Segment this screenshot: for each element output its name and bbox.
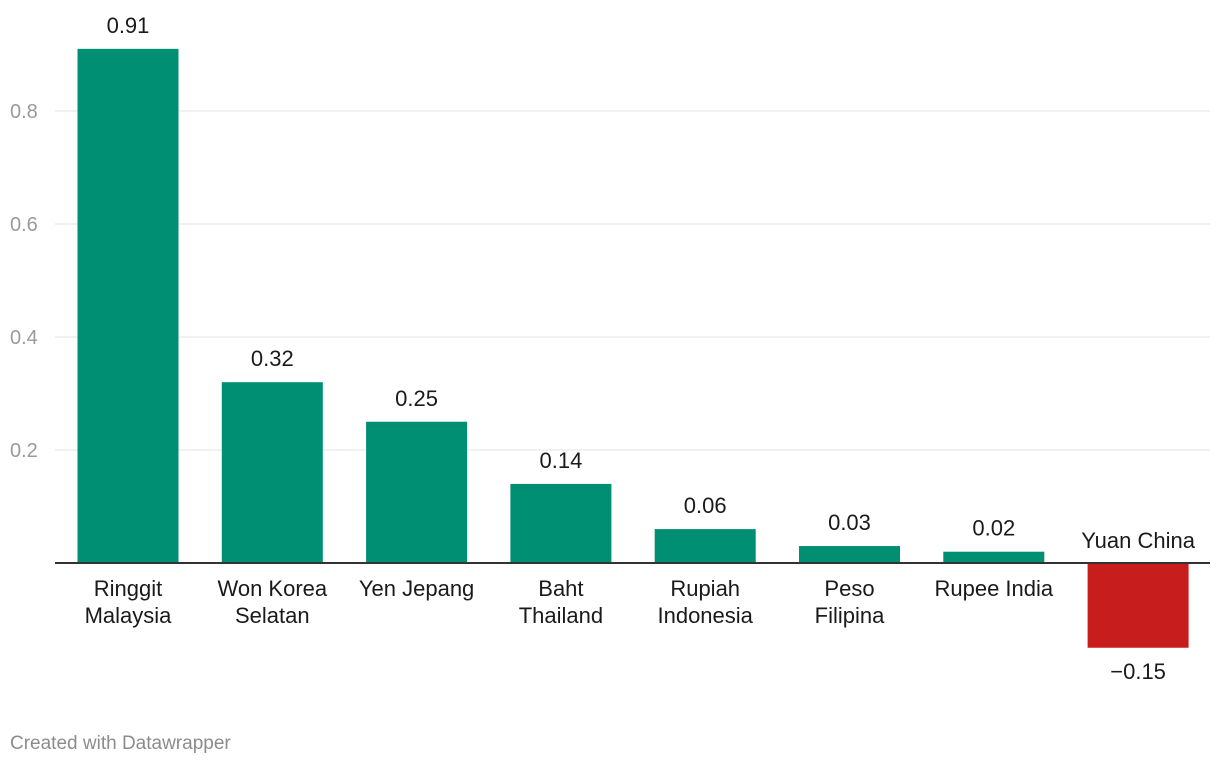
category-label: Won Korea Selatan — [217, 576, 327, 628]
y-tick-label: 0.4 — [10, 327, 38, 349]
y-tick-label: 0.2 — [10, 440, 38, 462]
category-label: Peso Filipina — [815, 576, 885, 628]
category-label: Rupiah Indonesia — [657, 576, 753, 628]
bar-value-label: 0.25 — [395, 386, 438, 411]
category-label: Baht Thailand — [519, 576, 603, 628]
bar-value-label: −0.15 — [1110, 659, 1166, 684]
data-labels: 0.91 0.32 0.25 0.14 0.06 0.03 0.02 −0.15 — [107, 13, 1166, 684]
bar — [799, 546, 900, 563]
y-tick-label: 0.6 — [10, 214, 38, 236]
category-label: Rupee India — [934, 576, 1053, 601]
category-label: Yuan China — [1081, 528, 1196, 553]
category-label: Ringgit Malaysia — [85, 576, 173, 628]
bar-value-label: 0.06 — [684, 493, 727, 518]
bar-value-label: 0.14 — [539, 448, 582, 473]
bar — [943, 551, 1045, 563]
bar — [221, 382, 323, 563]
bar-value-label: 0.03 — [828, 510, 871, 535]
bar-value-label: 0.02 — [972, 516, 1015, 541]
bar — [510, 483, 612, 563]
bar — [366, 421, 468, 563]
bar — [1087, 563, 1189, 648]
bar-value-label: 0.32 — [251, 346, 294, 371]
category-labels: Ringgit Malaysia Won Korea Selatan Yen Jepan… — [85, 528, 1196, 628]
y-axis-tick-labels: 0.8 0.6 0.4 0.2 — [10, 101, 38, 462]
bars — [77, 48, 1189, 648]
bar-chart: 0.8 0.6 0.4 0.2 0.91 0.32 0.25 0.14 0.06 0.03 0.0… — [10, 13, 1210, 684]
bar-value-label: 0.91 — [107, 13, 150, 38]
bar — [77, 48, 179, 564]
bar — [654, 529, 756, 563]
footer-credit: Created with Datawrapper — [10, 733, 231, 754]
y-tick-label: 0.8 — [10, 101, 38, 123]
category-label: Yen Jepang — [359, 576, 474, 601]
